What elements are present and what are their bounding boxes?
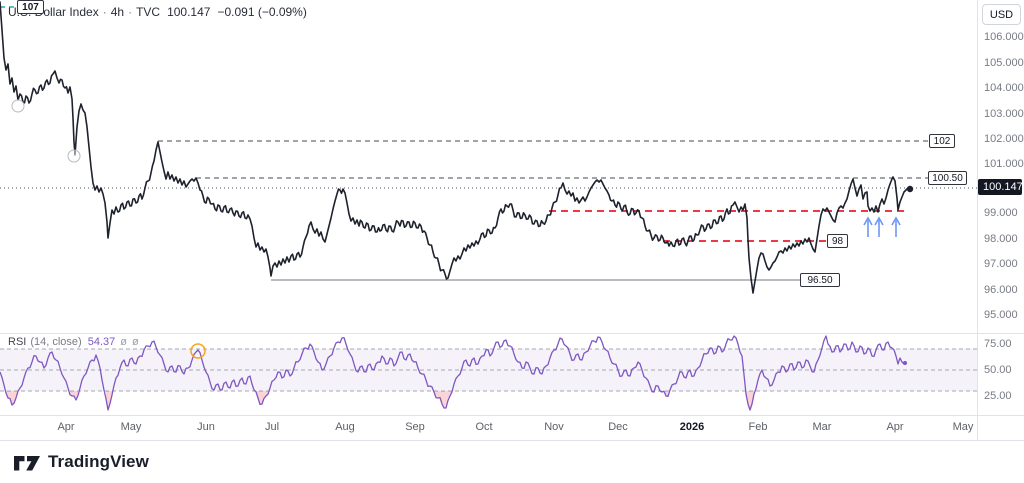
time-tick-label: May (120, 421, 142, 433)
price-tick-label: 96.000 (984, 284, 1018, 296)
legend-separator: · (128, 5, 133, 19)
time-tick-label: Jul (264, 421, 280, 433)
time-tick-label: Apr (57, 421, 75, 433)
legend-separator: · (102, 5, 107, 19)
price-tick-label: 106.000 (984, 31, 1024, 43)
price-tick-label: 105.000 (984, 57, 1024, 69)
orange-highlight-circle[interactable] (190, 343, 206, 359)
usd-unit-button[interactable]: USD (982, 4, 1021, 25)
rsi-value: 54.37 (87, 336, 116, 348)
price-tick-label: 101.000 (984, 158, 1024, 170)
rsi-last-dot (903, 361, 907, 365)
legend-change: −0.091 (−0.09%) (217, 5, 307, 19)
price-tick-label: 102.000 (984, 133, 1024, 145)
footer: TradingView (0, 441, 1024, 483)
axis-divider (977, 0, 978, 440)
chart-bottom-divider (0, 440, 1024, 441)
time-tick-label: Nov (544, 421, 564, 433)
rsi-legend[interactable]: RSI (14, close) 54.37 ø ø (8, 336, 139, 348)
price-tick-label: 97.000 (984, 258, 1018, 270)
rsi-oversold-fill (6, 391, 18, 405)
rsi-hide-icon[interactable]: ø (120, 336, 127, 348)
chart-canvas[interactable] (0, 0, 977, 415)
rsi-oversold-fill (434, 391, 452, 408)
rsi-tick-label: 25.00 (984, 390, 1012, 402)
time-tick-label: Aug (335, 421, 355, 433)
time-tick-label: Oct (475, 421, 493, 433)
price-line[interactable] (0, 1, 911, 294)
rsi-oversold-fill (746, 391, 754, 410)
last-price-badge: 100.147 (978, 179, 1023, 195)
level-label-h96_50[interactable]: 96.50 (800, 273, 840, 287)
price-tick-label: 103.000 (984, 108, 1024, 120)
price-tick-label: 99.000 (984, 207, 1018, 219)
rsi-tick-label: 75.00 (984, 338, 1012, 350)
time-tick-label: 2026 (679, 421, 705, 433)
time-tick-label: Feb (748, 421, 768, 433)
price-tick-label: 98.000 (984, 233, 1018, 245)
pane-divider[interactable] (0, 333, 1024, 334)
time-tick-label: Apr (886, 421, 904, 433)
time-axis[interactable]: Apr May Jun Jul Aug Sep Oct Nov Dec 2026 Feb Mar Apr… (0, 416, 977, 440)
rsi-title[interactable]: RSI (8, 336, 27, 348)
exchange-label: TVC (136, 5, 161, 19)
time-tick-label: Sep (405, 421, 425, 433)
price-last-dot (906, 185, 914, 193)
price-tick-label: 104.000 (984, 82, 1024, 94)
price-tick-label: 95.000 (984, 309, 1018, 321)
rsi-line[interactable] (0, 335, 906, 411)
time-tick-label: Dec (608, 421, 628, 433)
rsi-tick-label: 50.00 (984, 364, 1012, 376)
drawing-anchor-circle[interactable] (11, 99, 25, 113)
rsi-oversold-fill (662, 391, 668, 397)
time-axis-divider (0, 415, 1024, 416)
symbol-legend[interactable]: U.S. Dollar Index · 4h · TVC 100.147 −0.091 (−… (8, 5, 307, 19)
time-tick-label: Mar (812, 421, 832, 433)
tradingview-logo-icon[interactable] (14, 453, 41, 472)
up-arrow-icon[interactable] (874, 216, 884, 226)
tradingview-brand[interactable]: TradingView (48, 452, 149, 471)
interval-label[interactable]: 4h (110, 5, 125, 19)
drawing-anchor-circle[interactable] (67, 149, 81, 163)
rsi-params: (14, close) (30, 336, 82, 348)
level-label-h102[interactable]: 102 (929, 134, 955, 148)
level-label-h100_50[interactable]: 100.50 (928, 171, 967, 185)
level-label-red_lower[interactable]: 98 (827, 234, 848, 248)
up-arrow-icon[interactable] (891, 216, 901, 226)
time-tick-label: Jun (197, 421, 215, 433)
price-axis[interactable]: USD 106.000 105.000 104.000 103.000 102.000 1… (977, 0, 1024, 440)
level-label-h107[interactable]: 107 (17, 0, 44, 14)
rsi-band (0, 349, 977, 391)
legend-last-price: 100.147 (167, 5, 211, 19)
up-arrow-icon[interactable] (863, 216, 873, 226)
time-tick-label: May (952, 421, 974, 433)
rsi-menu-icon[interactable]: ø (131, 336, 139, 348)
